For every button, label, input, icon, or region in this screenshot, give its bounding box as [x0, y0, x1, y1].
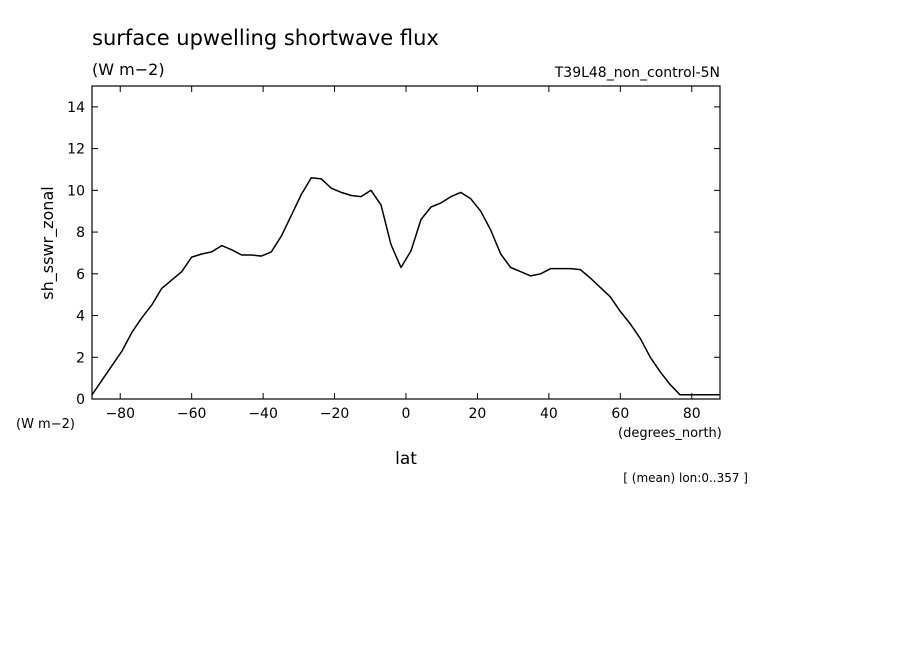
x-tick-label: 40 [540, 406, 558, 422]
x-tick-label: 60 [611, 406, 629, 422]
y-tick-label: 14 [67, 100, 85, 116]
y-tick-label: 4 [76, 309, 85, 325]
x-axis-units: (degrees_north) [618, 426, 722, 441]
x-axis-ticks [119, 86, 693, 399]
chart-title: surface upwelling shortwave flux [92, 26, 439, 50]
x-axis-tick-labels: −80 −60 −40 −20 0 20 40 60 80 [105, 406, 700, 422]
y-tick-label: 12 [67, 142, 85, 158]
x-tick-label: −40 [248, 406, 278, 422]
x-tick-label: 0 [402, 406, 411, 422]
x-tick-label: 80 [683, 406, 701, 422]
x-tick-label: −20 [320, 406, 350, 422]
footnote: [ (mean) lon:0..357 ] [623, 471, 748, 485]
x-tick-label: 20 [469, 406, 487, 422]
y-tick-label: 8 [76, 225, 85, 241]
series-group [91, 177, 720, 396]
run-label: T39L48_non_control-5N [554, 65, 720, 81]
y-tick-label: 6 [76, 267, 85, 283]
x-tick-label: −80 [105, 406, 135, 422]
chart-units: (W m−2) [92, 60, 165, 79]
y-axis-ticks [92, 106, 720, 400]
y-tick-label: 10 [67, 183, 85, 199]
series-line-0 [91, 177, 720, 396]
y-axis-units: (W m−2) [16, 417, 75, 432]
y-axis-tick-labels: 0 2 4 6 8 10 12 14 [67, 100, 85, 408]
y-tick-label: 2 [76, 350, 85, 366]
plot-frame [91, 85, 721, 400]
y-axis-label: sh_sswr_zonal [38, 186, 58, 299]
x-tick-label: −60 [177, 406, 207, 422]
x-axis-label: lat [395, 449, 417, 469]
y-tick-label: 0 [76, 392, 85, 408]
